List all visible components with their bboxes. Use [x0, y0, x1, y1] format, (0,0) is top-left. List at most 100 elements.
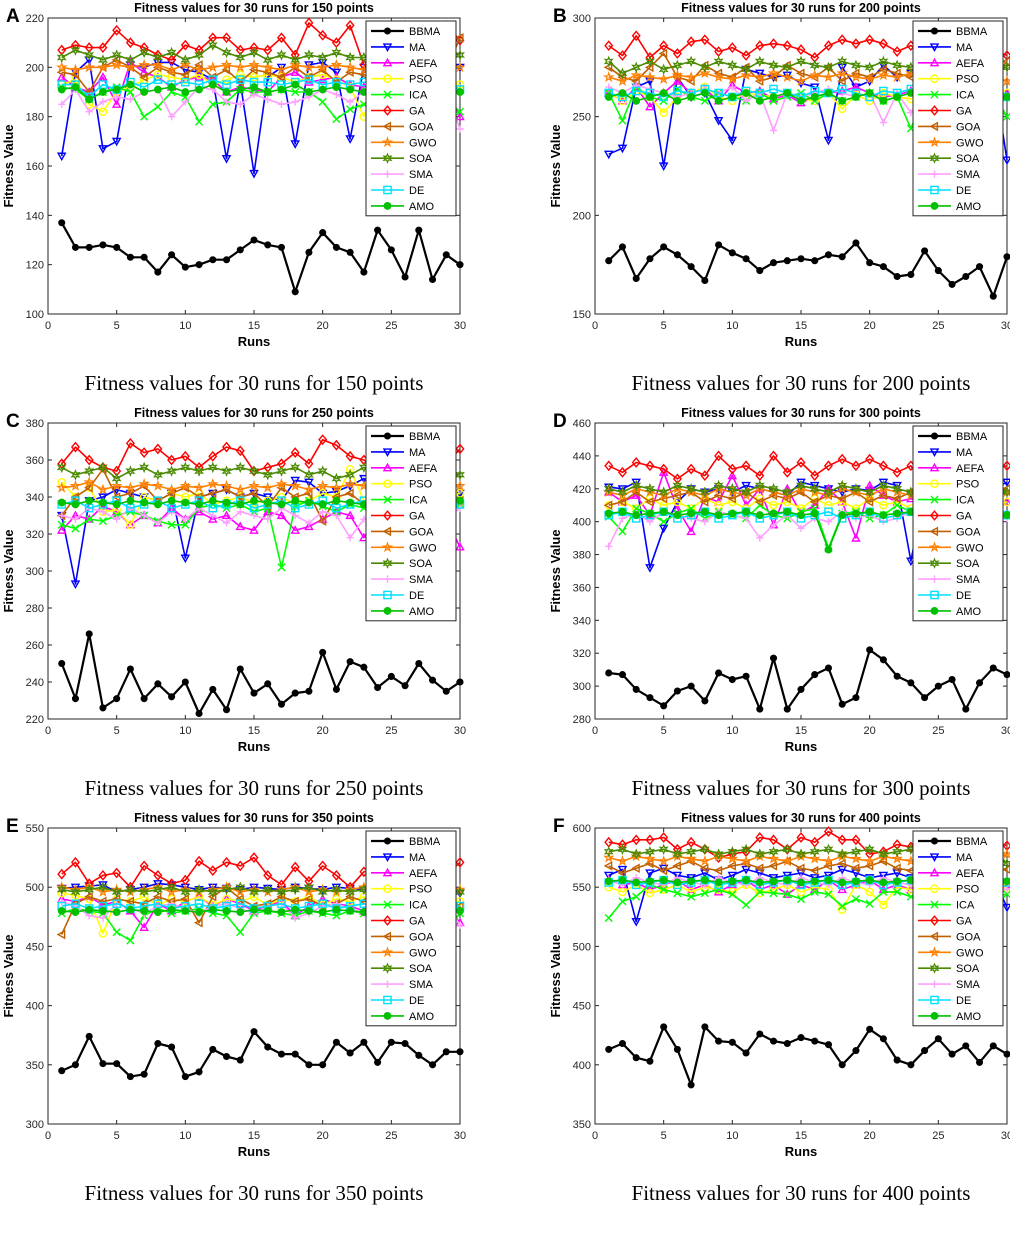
legend-marker: [383, 900, 392, 909]
data-point: [221, 883, 232, 896]
data-point: [782, 486, 793, 498]
data-point: [646, 694, 654, 702]
data-point: [318, 85, 327, 94]
data-point: [921, 694, 929, 702]
x-tick-label: 0: [592, 1130, 598, 1142]
legend-label: GWO: [409, 137, 437, 149]
data-point: [331, 439, 341, 451]
data-point: [83, 476, 95, 488]
data-point: [207, 886, 218, 898]
data-point: [220, 58, 233, 70]
data-point: [769, 834, 779, 846]
data-point: [248, 488, 258, 499]
data-point: [687, 892, 696, 901]
y-tick-label: 120: [26, 260, 44, 272]
data-point: [768, 861, 778, 871]
data-point: [618, 116, 627, 125]
data-point: [687, 877, 696, 886]
data-point: [113, 243, 121, 251]
data-point: [332, 685, 340, 693]
panel-d-legend: BBMA MA AEFA PSO ICA GA GOA GWO SOA SMA DE AMO: [912, 425, 1004, 622]
data-point: [685, 71, 697, 83]
data-point: [921, 1047, 929, 1055]
legend-label: GOA: [956, 931, 981, 943]
data-point: [360, 1038, 368, 1046]
data-point: [837, 84, 847, 94]
data-point: [687, 93, 696, 101]
legend-entry-ga: GA: [371, 915, 426, 928]
data-point: [139, 892, 149, 901]
data-point: [645, 834, 655, 846]
data-point: [645, 869, 655, 879]
data-point: [304, 521, 314, 531]
data-point: [181, 77, 190, 87]
data-point: [631, 479, 642, 492]
legend-marker: [929, 557, 940, 569]
panel-a-ylabel: Fitness Value: [1, 124, 16, 207]
data-point: [892, 481, 902, 491]
data-point: [644, 497, 654, 507]
legend-label: GOA: [409, 121, 434, 133]
data-point: [822, 71, 835, 83]
data-point: [152, 883, 163, 896]
legend-entry-sma: SMA: [371, 574, 434, 586]
data-point: [111, 472, 122, 485]
data-point: [387, 1038, 395, 1046]
data-point: [1003, 511, 1010, 520]
data-point: [769, 509, 778, 518]
data-point: [125, 437, 135, 449]
legend-entry-de: DE: [918, 590, 971, 602]
data-point: [167, 454, 177, 466]
y-tick-label: 550: [26, 823, 44, 835]
data-point: [879, 656, 887, 664]
legend-label: GOA: [956, 526, 981, 538]
data-point: [631, 30, 641, 42]
data-point: [713, 117, 724, 126]
data-point: [139, 461, 150, 474]
data-point: [754, 863, 764, 874]
data-point: [618, 89, 627, 97]
data-point: [727, 483, 738, 495]
data-point: [222, 519, 231, 527]
data-point: [222, 498, 231, 507]
data-point: [659, 885, 668, 894]
data-point: [194, 49, 205, 61]
data-point: [208, 450, 218, 462]
legend-entry-pso: PSO: [371, 479, 433, 491]
legend-marker: [929, 526, 939, 537]
data-point: [781, 71, 793, 83]
data-point: [728, 890, 737, 899]
data-point: [181, 1073, 189, 1081]
data-point: [660, 702, 668, 710]
data-point: [235, 445, 245, 457]
data-point: [742, 255, 750, 263]
data-point: [603, 500, 613, 511]
data-point: [673, 96, 682, 105]
data-point: [70, 44, 81, 56]
data-point: [657, 855, 670, 867]
data-point: [291, 98, 299, 106]
data-point: [85, 905, 94, 914]
data-point: [1002, 890, 1010, 899]
data-point: [851, 533, 861, 542]
legend-label: SOA: [409, 153, 433, 165]
data-point: [234, 483, 246, 495]
data-point: [71, 243, 80, 251]
legend-entry-goa: GOA: [918, 121, 981, 133]
data-point: [99, 906, 107, 915]
x-tick-label: 15: [248, 320, 260, 332]
data-point: [686, 463, 696, 475]
data-point: [207, 39, 218, 51]
data-point: [741, 460, 751, 472]
data-point: [783, 257, 791, 265]
data-point: [222, 1052, 231, 1061]
data-point: [864, 861, 874, 871]
data-point: [617, 486, 628, 498]
data-point: [98, 107, 108, 117]
data-point: [756, 267, 764, 275]
data-point: [658, 486, 669, 498]
y-tick-label: 300: [573, 681, 591, 693]
legend-label: BBMA: [409, 26, 441, 38]
panel-d-ylabel: Fitness Value: [548, 529, 563, 612]
legend-label: ICA: [956, 900, 975, 912]
